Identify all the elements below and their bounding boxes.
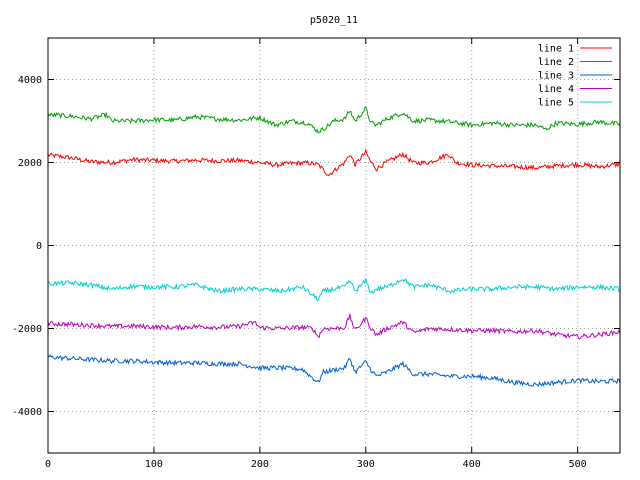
legend-label: line 4 — [538, 84, 574, 95]
legend-label: line 1 — [538, 44, 574, 55]
grid — [47, 38, 620, 453]
y-axis-ticks: -4000 -2000 0 2000 4000 — [12, 75, 620, 418]
series-line-2 — [47, 106, 621, 134]
series-line-1 — [47, 148, 621, 177]
legend-label: line 3 — [538, 71, 574, 82]
x-tick-label: 400 — [463, 459, 481, 470]
x-axis-ticks: 0 100 200 300 400 500 — [45, 38, 587, 470]
plot-frame — [47, 37, 621, 454]
x-tick-label: 500 — [569, 459, 587, 470]
series-line-3 — [47, 354, 621, 388]
x-tick-label: 200 — [251, 459, 269, 470]
legend: line 1 line 2 line 3 line 4 line 5 — [538, 44, 612, 109]
series-line-5 — [47, 278, 621, 302]
y-tick-label: -4000 — [12, 407, 42, 418]
y-tick-label: 4000 — [18, 75, 42, 86]
y-tick-label: 2000 — [18, 158, 42, 169]
legend-label: line 2 — [538, 57, 574, 68]
legend-label: line 5 — [538, 98, 574, 109]
y-tick-label: 0 — [36, 241, 42, 252]
x-tick-label: 100 — [145, 459, 163, 470]
y-tick-label: -2000 — [12, 324, 42, 335]
series-group — [47, 106, 621, 388]
chart-title: p5020_11 — [310, 15, 358, 26]
x-tick-label: 300 — [357, 459, 375, 470]
series-line-4 — [47, 313, 621, 340]
x-tick-label: 0 — [45, 459, 51, 470]
